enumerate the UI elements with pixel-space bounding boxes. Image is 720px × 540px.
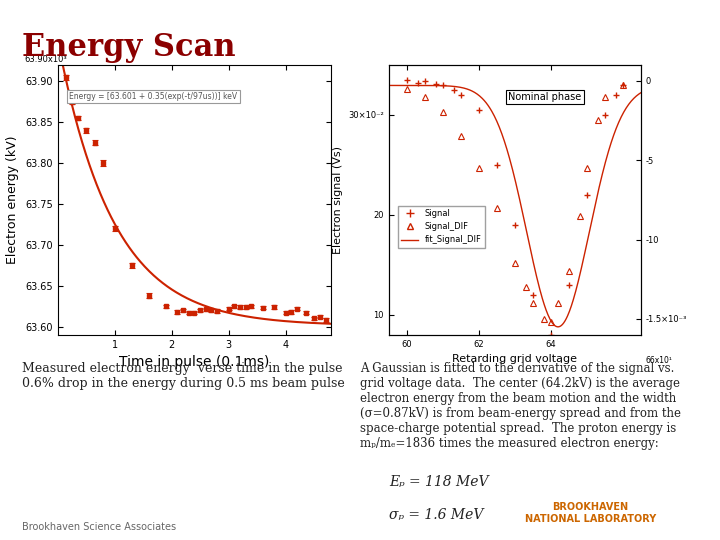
Signal_DIF	[546, 319, 555, 325]
Line: Signal_DIF: Signal_DIF	[403, 82, 626, 326]
fit_Signal_DIF	[467, 87, 475, 94]
Signal_DIF	[438, 109, 447, 116]
Signal_DIF	[582, 165, 591, 171]
X-axis label: Time in pulse (0.1ms): Time in pulse (0.1ms)	[120, 355, 269, 369]
Text: A Gaussian is fitted to the derivative of the signal vs.
grid voltage data.  The: A Gaussian is fitted to the derivative o…	[360, 362, 681, 450]
Text: BROOKHAVEN
NATIONAL LABORATORY: BROOKHAVEN NATIONAL LABORATORY	[525, 502, 656, 524]
Text: Brookhaven Science Associates: Brookhaven Science Associates	[22, 522, 176, 532]
fit_Signal_DIF	[485, 103, 493, 110]
Signal	[510, 221, 519, 228]
Text: Eₚ = 118 MeV: Eₚ = 118 MeV	[389, 475, 488, 489]
X-axis label: Retarding grid voltage: Retarding grid voltage	[452, 354, 577, 364]
Signal_DIF	[402, 85, 411, 92]
fit_Signal_DIF	[415, 82, 423, 89]
Signal	[474, 106, 483, 113]
Legend: Signal, Signal_DIF, fit_Signal_DIF: Signal, Signal_DIF, fit_Signal_DIF	[398, 206, 485, 248]
Text: Energy Scan: Energy Scan	[22, 32, 235, 63]
fit_Signal_DIF	[567, 303, 576, 309]
Signal_DIF	[593, 117, 602, 124]
Signal_DIF	[600, 93, 609, 100]
Signal	[546, 332, 555, 338]
Signal_DIF	[420, 93, 429, 100]
Signal_DIF	[492, 205, 501, 211]
Y-axis label: Electron energy (kV): Electron energy (kV)	[6, 136, 19, 264]
Signal	[582, 192, 591, 198]
Line: Signal: Signal	[403, 76, 626, 338]
Signal_DIF	[575, 212, 584, 219]
fit_Signal_DIF	[568, 299, 577, 305]
Signal	[492, 161, 501, 168]
fit_Signal_DIF	[543, 310, 552, 316]
Signal	[402, 77, 411, 83]
Text: Measured electron energy  verse time in the pulse
0.6% drop in the energy during: Measured electron energy verse time in t…	[22, 362, 344, 390]
fit_Signal_DIF	[636, 90, 645, 96]
Signal	[611, 92, 620, 98]
Signal	[456, 92, 465, 98]
Signal	[438, 82, 447, 88]
fit_Signal_DIF	[384, 82, 393, 89]
Signal_DIF	[456, 133, 465, 139]
Signal	[413, 79, 422, 86]
Signal	[528, 292, 537, 298]
Signal	[420, 78, 429, 84]
Signal	[449, 86, 458, 93]
Text: Energy = [63.601 + 0.35(exp(-t/97us))] keV: Energy = [63.601 + 0.35(exp(-t/97us))] k…	[69, 92, 238, 101]
fit_Signal_DIF	[554, 323, 562, 330]
Text: Nominal phase: Nominal phase	[508, 92, 582, 102]
Line: fit_Signal_DIF: fit_Signal_DIF	[389, 85, 641, 327]
Signal_DIF	[564, 268, 573, 274]
Signal_DIF	[528, 300, 537, 306]
Signal_DIF	[554, 300, 562, 306]
Signal	[564, 281, 573, 288]
Text: 66x10¹: 66x10¹	[646, 356, 672, 366]
Signal_DIF	[521, 284, 530, 291]
Text: σₚ = 1.6 MeV: σₚ = 1.6 MeV	[389, 508, 483, 522]
Signal_DIF	[510, 260, 519, 267]
Y-axis label: Electron signal (Vs): Electron signal (Vs)	[333, 146, 343, 254]
Signal	[618, 82, 627, 88]
Signal_DIF	[474, 165, 483, 171]
Signal_DIF	[618, 82, 627, 89]
Signal_DIF	[539, 316, 548, 322]
Signal	[431, 80, 440, 87]
Text: 63.90x10³: 63.90x10³	[24, 55, 68, 64]
Signal	[600, 112, 609, 118]
